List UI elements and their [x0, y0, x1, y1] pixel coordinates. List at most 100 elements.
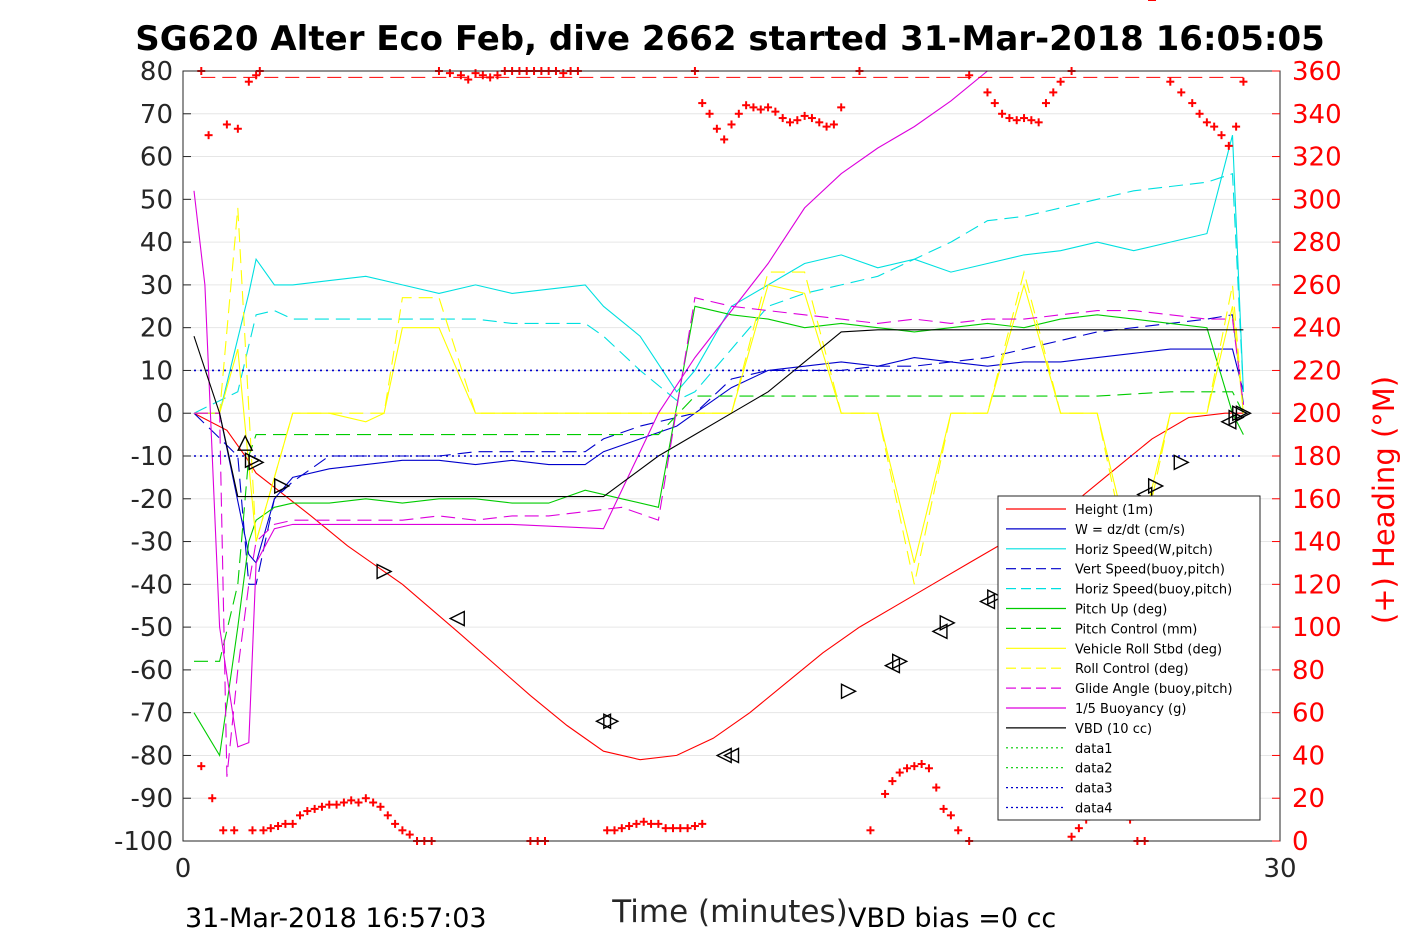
heading-point — [749, 103, 758, 112]
heading-point — [727, 120, 736, 129]
x-axis-label: Time (minutes) — [611, 894, 847, 930]
heading-point — [339, 798, 348, 807]
heading-point — [705, 109, 714, 118]
heading-point — [1027, 116, 1036, 125]
heading-point — [303, 807, 312, 816]
heading-point — [690, 822, 699, 831]
heading-point — [398, 826, 407, 835]
series-line-vert-speed-buoy-pitch — [193, 314, 1244, 585]
heading-point — [771, 107, 780, 116]
heading-point — [383, 811, 392, 820]
heading-point — [632, 819, 641, 828]
y-tick-label-3: 50 — [140, 185, 173, 215]
heading-point — [1188, 99, 1197, 108]
heading-point — [661, 824, 670, 833]
heading-point — [259, 826, 268, 835]
y-tick-label-9: -10 — [131, 442, 173, 472]
heading-point — [361, 794, 370, 803]
y2-tick-label-9: 180 — [1292, 442, 1342, 472]
heading-point — [233, 124, 242, 133]
x-tick-label-1: 30 — [1263, 854, 1296, 884]
depth-marker — [274, 477, 291, 495]
y-tick-label-6: 20 — [140, 314, 173, 344]
heading-point — [683, 824, 692, 833]
heading-point — [376, 802, 385, 811]
heading-point — [1020, 114, 1029, 123]
y-tick-label-7: 10 — [140, 356, 173, 386]
heading-point — [1224, 141, 1233, 150]
heading-point — [445, 69, 454, 78]
legend-label-glide-angle-buoy-pitch: Glide Angle (buoy,pitch) — [1075, 682, 1233, 697]
heading-point — [471, 69, 480, 78]
heading-point — [266, 824, 275, 833]
heading-point — [822, 122, 831, 131]
heading-point — [965, 71, 974, 80]
heading-point — [983, 88, 992, 97]
y-tick-label-18: -100 — [114, 827, 173, 857]
heading-point — [756, 105, 765, 114]
y-tick-label-13: -50 — [131, 613, 173, 643]
heading-point — [1195, 109, 1204, 118]
heading-point — [778, 114, 787, 123]
series-line-1-5-buoyancy-g — [193, 71, 988, 748]
y2-tick-label-3: 300 — [1292, 185, 1342, 215]
heading-point — [617, 824, 626, 833]
y-tick-label-16: -80 — [131, 741, 173, 771]
heading-point — [391, 819, 400, 828]
depth-marker — [603, 713, 620, 730]
legend-label-roll-control-deg: Roll Control (deg) — [1075, 662, 1189, 677]
heading-point — [252, 71, 261, 80]
heading-point — [720, 135, 729, 144]
heading-point — [219, 826, 228, 835]
series-line-horiz-speed-w-pitch — [194, 135, 1244, 414]
y-tick-label-0: 80 — [140, 57, 173, 87]
heading-point — [1232, 122, 1241, 131]
heading-point — [881, 789, 890, 798]
y2-tick-label-4: 280 — [1292, 228, 1342, 258]
y2-tick-label-8: 200 — [1292, 399, 1342, 429]
heading-point — [1041, 99, 1050, 108]
y2-tick-label-15: 60 — [1292, 699, 1325, 729]
legend-label-pitch-up-deg: Pitch Up (deg) — [1075, 603, 1167, 618]
legend-label-horiz-speed-w-pitch: Horiz Speed(W,pitch) — [1075, 543, 1213, 558]
depth-marker — [1173, 454, 1190, 471]
y-tick-label-10: -20 — [131, 485, 173, 515]
y-tick-label-2: 60 — [140, 143, 173, 173]
heading-point — [793, 116, 802, 125]
heading-point — [742, 101, 751, 110]
heading-point — [924, 764, 933, 773]
heading-point — [1202, 118, 1211, 127]
heading-point — [208, 794, 217, 803]
heading-point — [204, 131, 213, 140]
series-layer — [193, 71, 1244, 777]
heading-point — [310, 804, 319, 813]
legend-label-vbd-10-cc: VBD (10 cc) — [1075, 722, 1152, 737]
y2-tick-label-1: 340 — [1292, 100, 1342, 130]
heading-point — [807, 114, 816, 123]
depth-marker — [939, 614, 956, 631]
heading-point — [296, 811, 305, 820]
y2-tick-label-10: 160 — [1292, 485, 1342, 515]
series-line-w-dz-dt-cm-s — [194, 348, 1244, 565]
heading-point — [197, 762, 206, 771]
heading-point — [866, 826, 875, 835]
heading-point — [222, 120, 231, 129]
depth-marker — [987, 589, 1004, 606]
depth-marker — [1235, 405, 1252, 422]
legend-label-height-1m: Height (1m) — [1075, 503, 1153, 518]
y2-tick-label-12: 120 — [1292, 570, 1342, 600]
legend-entries: Height (1m) W = dz/dt (cm/s) Horiz Speed(W… — [1006, 503, 1233, 817]
heading-point — [764, 103, 773, 112]
heading-point — [248, 826, 257, 835]
heading-point — [281, 819, 290, 828]
y2-tick-label-2: 320 — [1292, 143, 1342, 173]
y-tick-label-11: -30 — [131, 528, 173, 558]
heading-point — [354, 798, 363, 807]
legend-label-vert-speed-buoy-pitch: Vert Speed(buoy,pitch) — [1075, 563, 1225, 578]
depth-marker — [892, 653, 909, 670]
heading-point — [698, 99, 707, 108]
legend-label-pitch-control-mm: Pitch Control (mm) — [1075, 622, 1197, 637]
heading-point — [1049, 88, 1058, 97]
depth-marker — [722, 747, 740, 764]
heading-point — [610, 826, 619, 835]
